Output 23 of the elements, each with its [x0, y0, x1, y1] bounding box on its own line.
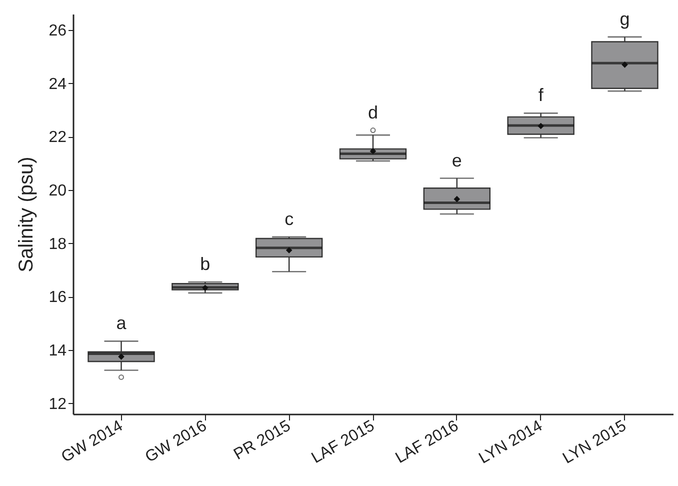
y-tick-label: 16 [48, 289, 67, 306]
y-axis-title: Salinity (psu) [16, 156, 38, 272]
y-tick-label: 22 [48, 129, 67, 146]
x-tick-label: LAF 2015 [308, 418, 378, 467]
x-tick-label: LYN 2014 [476, 418, 546, 468]
y-tick-label: 14 [48, 342, 67, 360]
x-tick-label: PR 2015 [231, 418, 294, 464]
annotation: f [538, 85, 544, 106]
annotation: a [116, 313, 128, 334]
y-tick-label: 26 [48, 22, 67, 40]
y-tick-label: 24 [48, 76, 67, 93]
y-tick-label: 18 [48, 236, 67, 253]
annotation: d [368, 102, 378, 122]
annotation: c [284, 208, 294, 229]
annotation: g [620, 8, 630, 29]
x-tick-label: GW 2016 [142, 418, 210, 466]
annotation: e [452, 150, 462, 170]
x-tick-label: LYN 2015 [560, 418, 630, 468]
y-tick-label: 20 [48, 182, 67, 200]
x-tick-label: GW 2014 [58, 418, 126, 466]
annotation: b [200, 254, 210, 274]
x-tick-label: LAF 2016 [392, 418, 462, 467]
y-tick-label: 12 [48, 396, 67, 413]
